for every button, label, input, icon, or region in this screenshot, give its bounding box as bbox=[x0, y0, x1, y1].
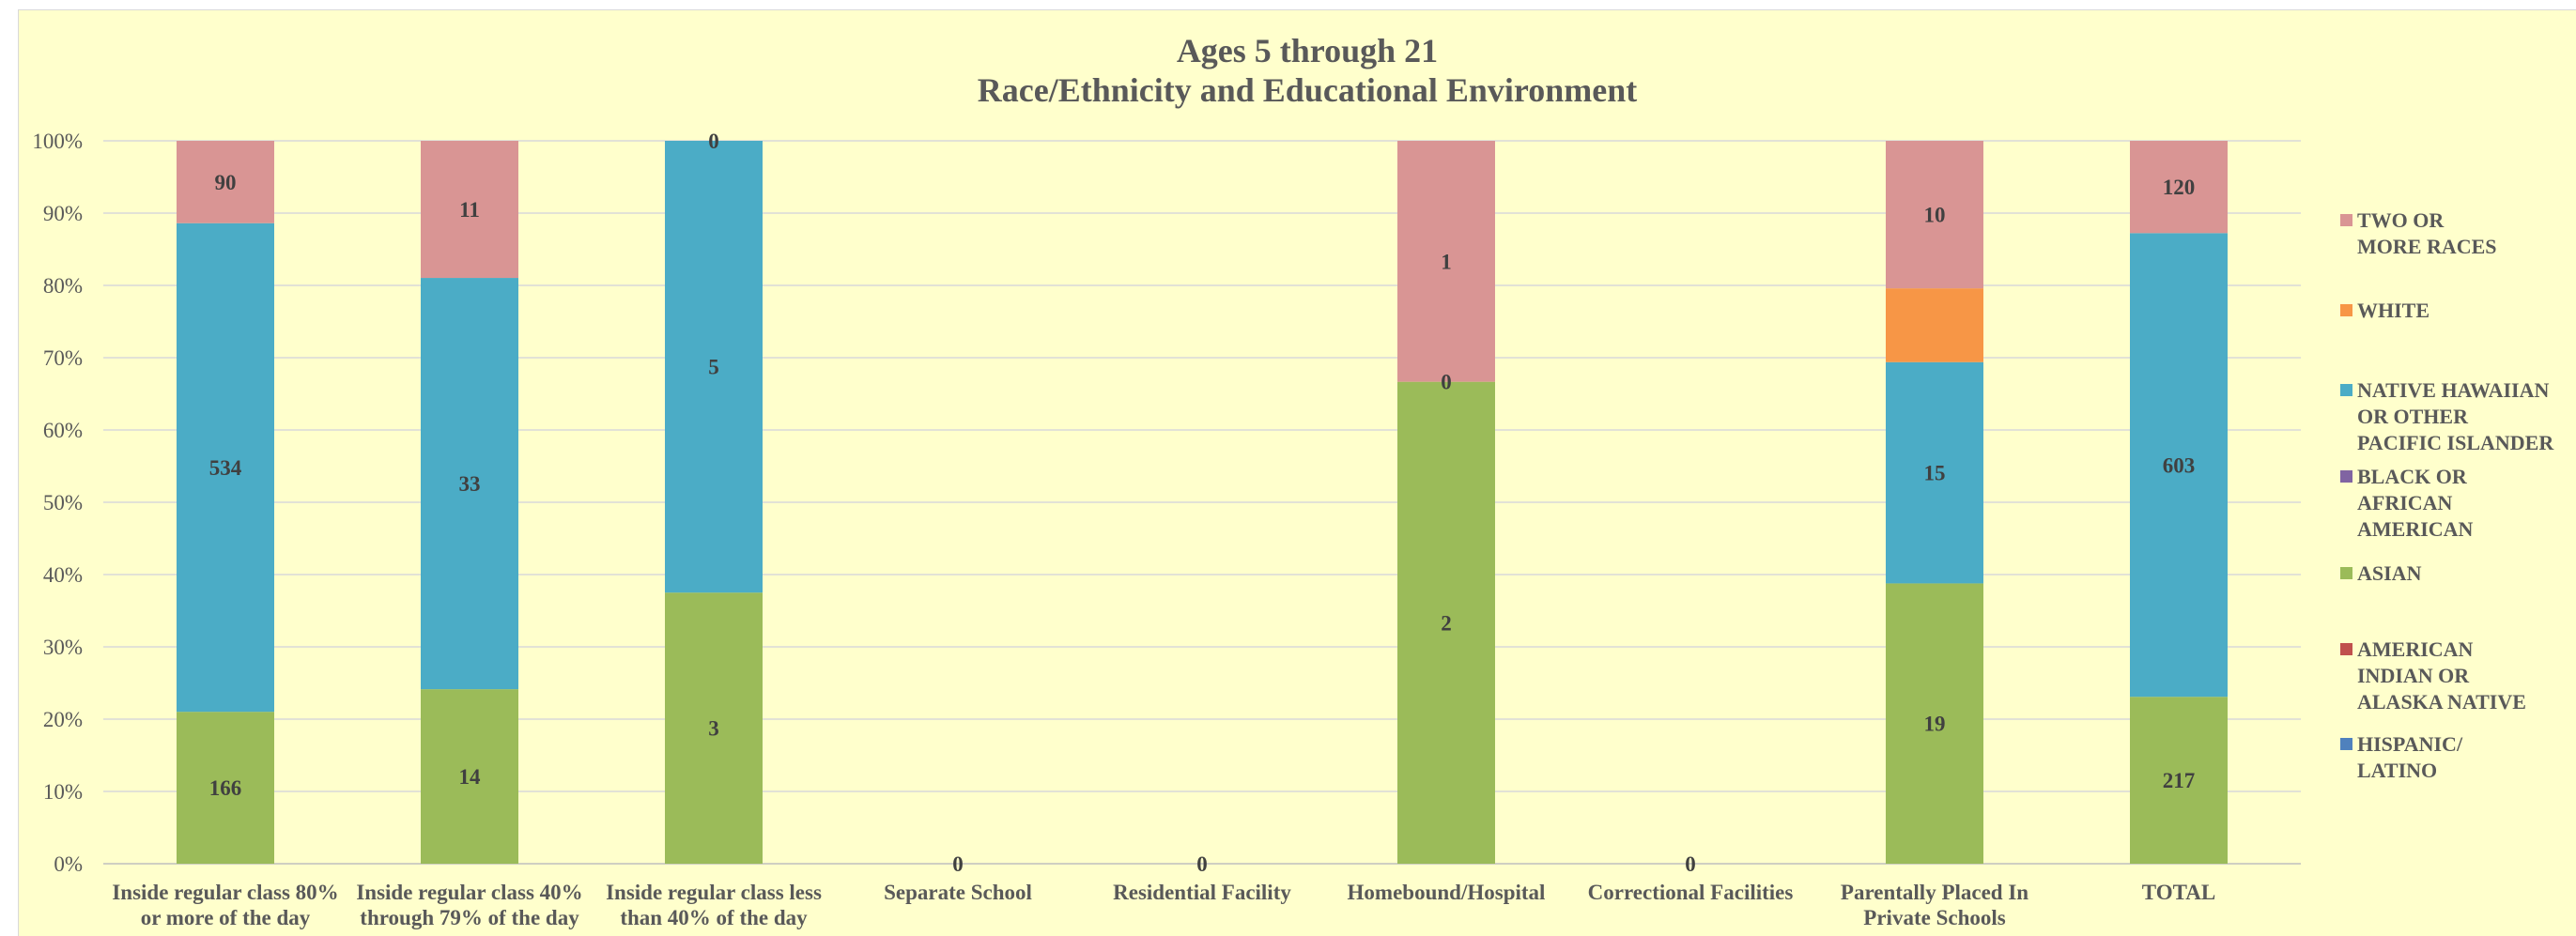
data-label: 0 bbox=[1441, 371, 1452, 394]
data-label: 33 bbox=[459, 472, 481, 496]
legend-label: INDIAN OR bbox=[2357, 664, 2470, 687]
bar-segment bbox=[2130, 233, 2228, 698]
data-label: 0 bbox=[708, 130, 719, 153]
y-tick-label: 0% bbox=[54, 852, 83, 876]
legend-label: ALASKA NATIVE bbox=[2357, 690, 2526, 714]
bar-segment bbox=[177, 222, 274, 713]
x-category-label: Homebound/Hospital bbox=[1348, 881, 1546, 904]
data-label: 534 bbox=[209, 456, 242, 480]
x-category-label: Residential Facility bbox=[1113, 881, 1291, 904]
legend-swatch bbox=[2340, 643, 2352, 655]
y-tick-label: 40% bbox=[43, 563, 83, 587]
y-tick-label: 50% bbox=[43, 491, 83, 514]
y-tick-label: 20% bbox=[43, 708, 83, 731]
y-tick-label: 30% bbox=[43, 636, 83, 659]
x-category-label: than 40% of the day bbox=[620, 906, 808, 929]
bar-segment bbox=[177, 141, 274, 223]
y-tick-label: 10% bbox=[43, 780, 83, 804]
data-label: 0 bbox=[952, 852, 964, 876]
y-tick-label: 60% bbox=[43, 419, 83, 442]
bar-segment bbox=[421, 689, 518, 864]
x-category-label: TOTAL bbox=[2142, 881, 2215, 904]
x-category-label: Inside regular class 80% bbox=[112, 881, 338, 904]
data-label: 2 bbox=[1441, 611, 1452, 635]
data-label: 19 bbox=[1924, 713, 1946, 736]
data-label: 1 bbox=[1441, 250, 1452, 273]
y-tick-label: 90% bbox=[43, 202, 83, 225]
x-category-label: Inside regular class less bbox=[606, 881, 822, 904]
data-label: 10 bbox=[1924, 204, 1946, 227]
y-tick-label: 70% bbox=[43, 346, 83, 370]
data-label: 5 bbox=[708, 356, 719, 379]
legend-label: AMERICAN bbox=[2357, 517, 2474, 541]
chart-title-line-1: Ages 5 through 21 bbox=[1177, 32, 1438, 69]
legend-label: PACIFIC ISLANDER bbox=[2357, 431, 2554, 454]
data-label: 120 bbox=[2163, 176, 2196, 199]
y-tick-label: 100% bbox=[32, 130, 83, 153]
x-category-label: or more of the day bbox=[141, 906, 311, 929]
legend-label: LATINO bbox=[2357, 759, 2437, 782]
legend-label: AFRICAN bbox=[2357, 491, 2453, 514]
bar-segment bbox=[421, 278, 518, 690]
legend-label: MORE RACES bbox=[2357, 235, 2497, 258]
x-category-label: Separate School bbox=[884, 881, 1032, 904]
legend-swatch bbox=[2340, 470, 2352, 483]
data-label: 166 bbox=[209, 776, 242, 800]
bar-segment bbox=[2130, 697, 2228, 864]
data-label: 14 bbox=[459, 765, 482, 789]
chart-title-line-2: Race/Ethnicity and Educational Environme… bbox=[978, 71, 1637, 109]
bar-segment bbox=[177, 712, 274, 864]
data-label: 0 bbox=[1685, 852, 1696, 876]
x-category-label: Parentally Placed In bbox=[1841, 881, 2028, 904]
x-category-label: through 79% of the day bbox=[360, 906, 579, 929]
bar-segment bbox=[665, 592, 763, 864]
bar-segment bbox=[1397, 381, 1495, 865]
data-label: 3 bbox=[708, 717, 719, 741]
bar-segment bbox=[1397, 141, 1495, 382]
legend-label: OR OTHER bbox=[2357, 405, 2469, 428]
legend-swatch bbox=[2340, 738, 2352, 750]
bar-segment bbox=[665, 141, 763, 593]
legend-label: NATIVE HAWAIIAN bbox=[2357, 378, 2549, 402]
bar-segment bbox=[1886, 141, 1983, 289]
legend-label: WHITE bbox=[2357, 299, 2429, 322]
bar-segment bbox=[1886, 361, 1983, 584]
data-label: 603 bbox=[2163, 453, 2196, 477]
legend-label: TWO OR bbox=[2357, 208, 2445, 232]
x-category-label: Correctional Facilities bbox=[1588, 881, 1794, 904]
bar-segment bbox=[421, 141, 518, 279]
bar-segment bbox=[1886, 288, 1983, 362]
data-label: 11 bbox=[459, 198, 480, 222]
bar-segment bbox=[2130, 141, 2228, 234]
legend-label: ASIAN bbox=[2357, 561, 2422, 585]
data-label: 90 bbox=[215, 171, 237, 194]
legend-label: AMERICAN bbox=[2357, 637, 2474, 661]
x-category-label: Inside regular class 40% bbox=[356, 881, 582, 904]
data-label: 217 bbox=[2163, 769, 2196, 792]
legend-swatch bbox=[2340, 214, 2352, 226]
data-label: 0 bbox=[1196, 852, 1208, 876]
legend-swatch bbox=[2340, 567, 2352, 579]
legend-swatch bbox=[2340, 384, 2352, 396]
x-category-label: Private Schools bbox=[1863, 906, 2005, 929]
data-label: 15 bbox=[1924, 462, 1946, 485]
y-tick-label: 80% bbox=[43, 274, 83, 298]
legend-label: BLACK OR bbox=[2357, 465, 2468, 488]
bar-segment bbox=[1886, 583, 1983, 864]
legend-label: HISPANIC/ bbox=[2357, 732, 2463, 756]
legend-swatch bbox=[2340, 304, 2352, 316]
